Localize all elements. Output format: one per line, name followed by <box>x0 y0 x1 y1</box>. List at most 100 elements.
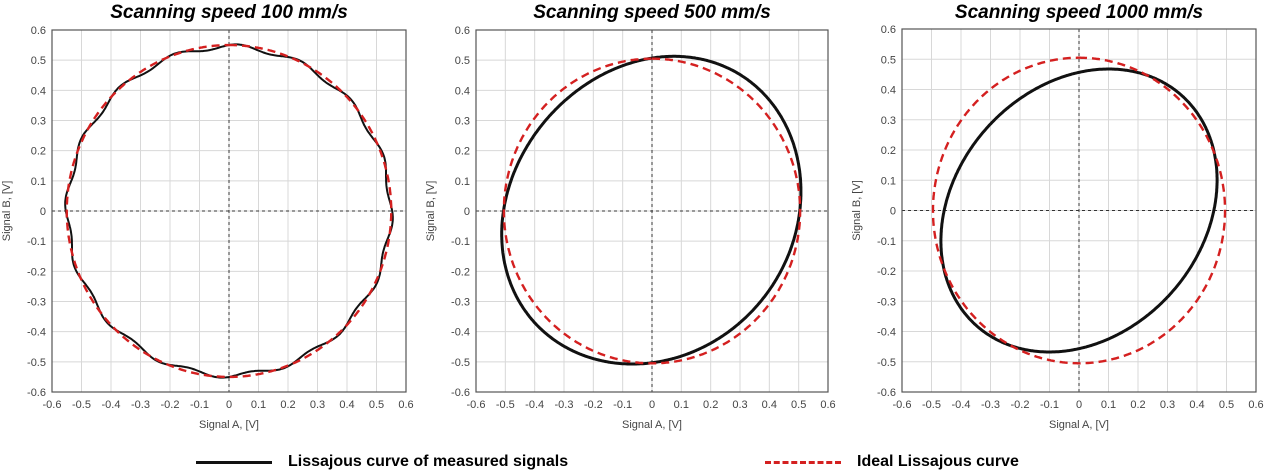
x-tick-label: -0.4 <box>952 399 971 411</box>
x-tick-label: 0.4 <box>1189 399 1204 411</box>
chart-1: -0.6 -0.5 -0.4 -0.3 -0.2 -0.1 0 0.1 0.2 0.3 0.4 0.5… <box>1 2 414 431</box>
x-tick-label: -0.4 <box>525 399 544 411</box>
x-axis-label: Signal A, [V] <box>622 419 682 431</box>
plot-frame <box>901 28 1257 393</box>
x-tick-label: -0.1 <box>1040 399 1059 411</box>
x-tick-label: 0.6 <box>398 399 413 411</box>
measured-lissajous-curve <box>939 67 1219 354</box>
chart-title: Scanning speed 500 mm/s <box>533 2 771 23</box>
y-tick-label: 0.1 <box>455 176 470 188</box>
y-tick-label: -0.4 <box>877 327 896 339</box>
y-tick-label: 0.6 <box>455 25 470 37</box>
y-tick-label: -0.6 <box>877 387 896 399</box>
y-tick-label: 0.1 <box>31 176 46 188</box>
plot-frame <box>51 29 407 393</box>
y-tick-label: 0.6 <box>31 25 46 37</box>
y-axis-label: Signal B, [V] <box>425 181 437 242</box>
y-tick-label: 0.3 <box>455 116 470 128</box>
chart-title: Scanning speed 100 mm/s <box>110 2 348 23</box>
legend-dashed-line-swatch <box>765 460 841 464</box>
y-tick-label: -0.5 <box>877 357 896 369</box>
x-tick-label: -0.6 <box>43 399 62 411</box>
y-tick-label: 0.1 <box>881 175 896 187</box>
x-tick-label: 0.6 <box>1248 399 1263 411</box>
x-tick-label: 0.2 <box>280 399 295 411</box>
y-tick-label: 0.2 <box>881 145 896 157</box>
y-tick-label: -0.6 <box>27 387 46 399</box>
y-tick-label: 0.2 <box>455 146 470 158</box>
y-tick-label: -0.6 <box>451 387 470 399</box>
x-tick-label: 0.6 <box>820 399 835 411</box>
ideal-lissajous-curve <box>65 43 393 379</box>
x-tick-label: -0.5 <box>72 399 91 411</box>
y-tick-label: -0.1 <box>451 236 470 248</box>
y-tick-label: -0.3 <box>27 297 46 309</box>
x-tick-label: 0 <box>649 399 655 411</box>
x-tick-label: -0.1 <box>190 399 209 411</box>
y-tick-label: -0.1 <box>27 236 46 248</box>
y-axis-label: Signal B, [V] <box>851 180 863 241</box>
legend-solid-line-swatch <box>196 460 272 464</box>
y-tick-label: -0.3 <box>451 297 470 309</box>
y-tick-label: -0.4 <box>451 327 470 339</box>
y-tick-label: 0.6 <box>881 24 896 36</box>
y-tick-label: 0 <box>464 206 470 218</box>
x-axis-label: Signal A, [V] <box>199 419 259 431</box>
x-tick-label: -0.5 <box>922 399 941 411</box>
y-tick-label: 0.4 <box>31 85 46 97</box>
plot-frame <box>475 29 829 393</box>
x-tick-label: 0 <box>1076 399 1082 411</box>
y-axis-label: Signal B, [V] <box>1 181 13 242</box>
y-tick-label: 0.3 <box>881 115 896 127</box>
y-tick-label: 0.4 <box>455 85 470 97</box>
x-tick-label: -0.3 <box>981 399 1000 411</box>
y-tick-label: 0.5 <box>31 55 46 67</box>
x-tick-label: 0.1 <box>674 399 689 411</box>
y-tick-label: -0.1 <box>877 236 896 248</box>
x-tick-label: 0.3 <box>732 399 747 411</box>
y-tick-label: 0.5 <box>881 54 896 66</box>
x-tick-label: 0.3 <box>310 399 325 411</box>
y-tick-label: 0.5 <box>455 55 470 67</box>
legend-ideal-label: Ideal Lissajous curve <box>857 453 1019 470</box>
ideal-lissajous-curve <box>931 56 1227 365</box>
legend-measured: Lissajous curve of measured signals <box>196 453 568 471</box>
x-tick-label: -0.5 <box>496 399 515 411</box>
x-tick-label: 0.2 <box>1130 399 1145 411</box>
y-tick-label: -0.5 <box>451 357 470 369</box>
y-tick-label: -0.5 <box>27 357 46 369</box>
y-tick-label: -0.4 <box>27 327 46 339</box>
x-tick-label: 0.2 <box>703 399 718 411</box>
chart-3: -0.6 -0.5 -0.4 -0.3 -0.2 -0.1 0 0.1 0.2 0.3 0.4 0.5… <box>851 2 1264 431</box>
chart-title: Scanning speed 1000 mm/s <box>955 2 1203 23</box>
y-tick-label: -0.2 <box>877 266 896 278</box>
y-tick-label: -0.2 <box>27 266 46 278</box>
x-tick-label: 0.4 <box>762 399 777 411</box>
x-tick-label: -0.1 <box>613 399 632 411</box>
y-tick-label: -0.2 <box>451 266 470 278</box>
x-tick-label: -0.2 <box>1011 399 1030 411</box>
x-tick-label: -0.2 <box>161 399 180 411</box>
x-tick-label: -0.4 <box>102 399 121 411</box>
x-tick-label: 0.5 <box>369 399 384 411</box>
legend-measured-label: Lissajous curve of measured signals <box>288 453 569 470</box>
x-tick-label: 0.1 <box>251 399 266 411</box>
y-tick-label: 0.4 <box>881 85 896 97</box>
y-tick-label: -0.3 <box>877 296 896 308</box>
chart-2: -0.6 -0.5 -0.4 -0.3 -0.2 -0.1 0 0.1 0.2 0.3 0.4 0.5… <box>425 2 836 431</box>
x-tick-label: 0.5 <box>791 399 806 411</box>
y-tick-label: 0.3 <box>31 116 46 128</box>
x-tick-label: -0.2 <box>584 399 603 411</box>
x-tick-label: 0.3 <box>1160 399 1175 411</box>
y-tick-label: 0 <box>890 206 896 218</box>
x-tick-label: -0.3 <box>131 399 150 411</box>
y-tick-label: 0.2 <box>31 146 46 158</box>
x-tick-label: 0.5 <box>1219 399 1234 411</box>
y-tick-label: 0 <box>40 206 46 218</box>
x-tick-label: -0.6 <box>893 399 912 411</box>
x-axis-label: Signal A, [V] <box>1049 419 1109 431</box>
x-tick-label: -0.3 <box>555 399 574 411</box>
x-tick-label: -0.6 <box>467 399 486 411</box>
